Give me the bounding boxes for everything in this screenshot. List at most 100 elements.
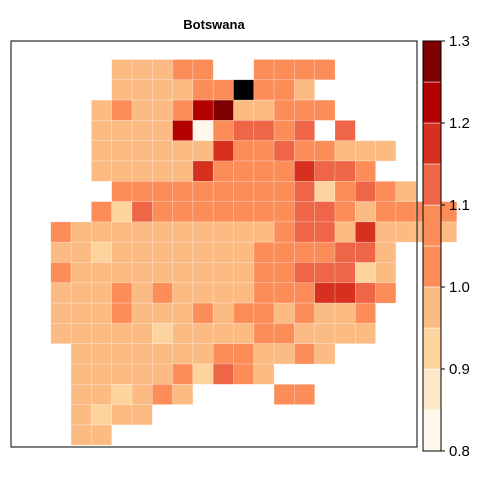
map-cell (294, 181, 315, 202)
map-cell (294, 282, 315, 304)
map-cell (172, 262, 194, 284)
map-cell (233, 201, 255, 223)
map-cell (70, 262, 92, 284)
map-cell (172, 221, 194, 243)
map-cell (273, 323, 295, 344)
map-cell (375, 262, 397, 284)
map-cell (192, 282, 214, 304)
map-cell (233, 282, 255, 304)
map-cell (334, 201, 356, 223)
map-cell (50, 241, 72, 263)
legend-swatch (422, 368, 442, 411)
map-cell (70, 241, 92, 263)
map-cell (233, 262, 255, 284)
map-cell (172, 181, 194, 202)
map-cell (131, 404, 153, 426)
map-cell (172, 302, 194, 324)
map-cell (233, 181, 255, 202)
map-cell (192, 221, 214, 243)
map-cell (111, 201, 133, 223)
map-cell (314, 201, 336, 223)
map-cell (172, 160, 194, 182)
map-cell (212, 201, 234, 223)
map-cell (233, 99, 255, 121)
map-cell (253, 181, 275, 202)
map-cell (212, 221, 234, 243)
map-cell (314, 262, 336, 284)
map-cell (172, 79, 194, 101)
map-cell (212, 99, 234, 121)
map-cell (273, 99, 295, 121)
map-cell (314, 59, 336, 81)
map-cell (131, 79, 153, 101)
map-cell (233, 140, 255, 162)
map-cell (253, 201, 275, 223)
map-cell (253, 59, 275, 81)
map-cell (111, 79, 133, 101)
map-cell (91, 383, 113, 405)
map-cell (192, 343, 214, 365)
legend-swatch (422, 81, 442, 124)
map-cell (253, 282, 275, 304)
map-cell (294, 99, 315, 121)
map-cell (172, 383, 194, 405)
map-cell (131, 302, 153, 324)
map-cell (152, 160, 173, 182)
map-cell (273, 221, 295, 243)
map-cell (294, 160, 315, 182)
map-cell (111, 241, 133, 263)
map-cell (294, 383, 315, 405)
map-cell (91, 120, 113, 142)
map-cell (111, 120, 133, 142)
legend-swatch (422, 204, 442, 247)
map-cell (233, 221, 255, 243)
map-cell (314, 282, 336, 304)
map-cell (395, 201, 417, 223)
map-cell (91, 363, 113, 385)
map-cell (314, 343, 336, 365)
map-cell (70, 404, 92, 426)
map-cell (152, 282, 173, 304)
map-cell (91, 323, 113, 344)
map-cell (334, 140, 356, 162)
map-cell (212, 302, 234, 324)
map-cell (172, 241, 194, 263)
map-cell (375, 201, 397, 223)
map-cell (131, 120, 153, 142)
map-cell (273, 181, 295, 202)
map-cell (172, 282, 194, 304)
map-cell (111, 343, 133, 365)
map-cell (273, 160, 295, 182)
map-cell (172, 99, 194, 121)
map-cell (233, 363, 255, 385)
map-cell (70, 424, 92, 446)
map-cell (354, 140, 376, 162)
map-cell (152, 343, 173, 365)
map-cell (91, 424, 113, 446)
map-cell (273, 302, 295, 324)
map-cell (70, 363, 92, 385)
map-cell (354, 323, 376, 344)
map-cell (314, 241, 336, 263)
map-cell (91, 404, 113, 426)
map-cell (131, 59, 153, 81)
map-cell (212, 140, 234, 162)
legend-swatch (422, 122, 442, 165)
map-cell (354, 302, 376, 324)
map-cell (253, 140, 275, 162)
legend-tick-label: 0.8 (449, 443, 470, 460)
map-cell (91, 201, 113, 223)
map-cell (152, 201, 173, 223)
map-cell (273, 282, 295, 304)
map-cell (131, 201, 153, 223)
map-cell (354, 160, 376, 182)
color-legend: 0.8 0.9 1.0 1.1 1.2 1.3 (422, 33, 470, 460)
map-cell (273, 140, 295, 162)
map-cells (50, 59, 458, 446)
map-cell (233, 323, 255, 344)
map-cell (375, 181, 397, 202)
map-cell (334, 323, 356, 344)
legend-tick-label: 0.9 (449, 361, 470, 378)
map-cell (395, 181, 417, 202)
